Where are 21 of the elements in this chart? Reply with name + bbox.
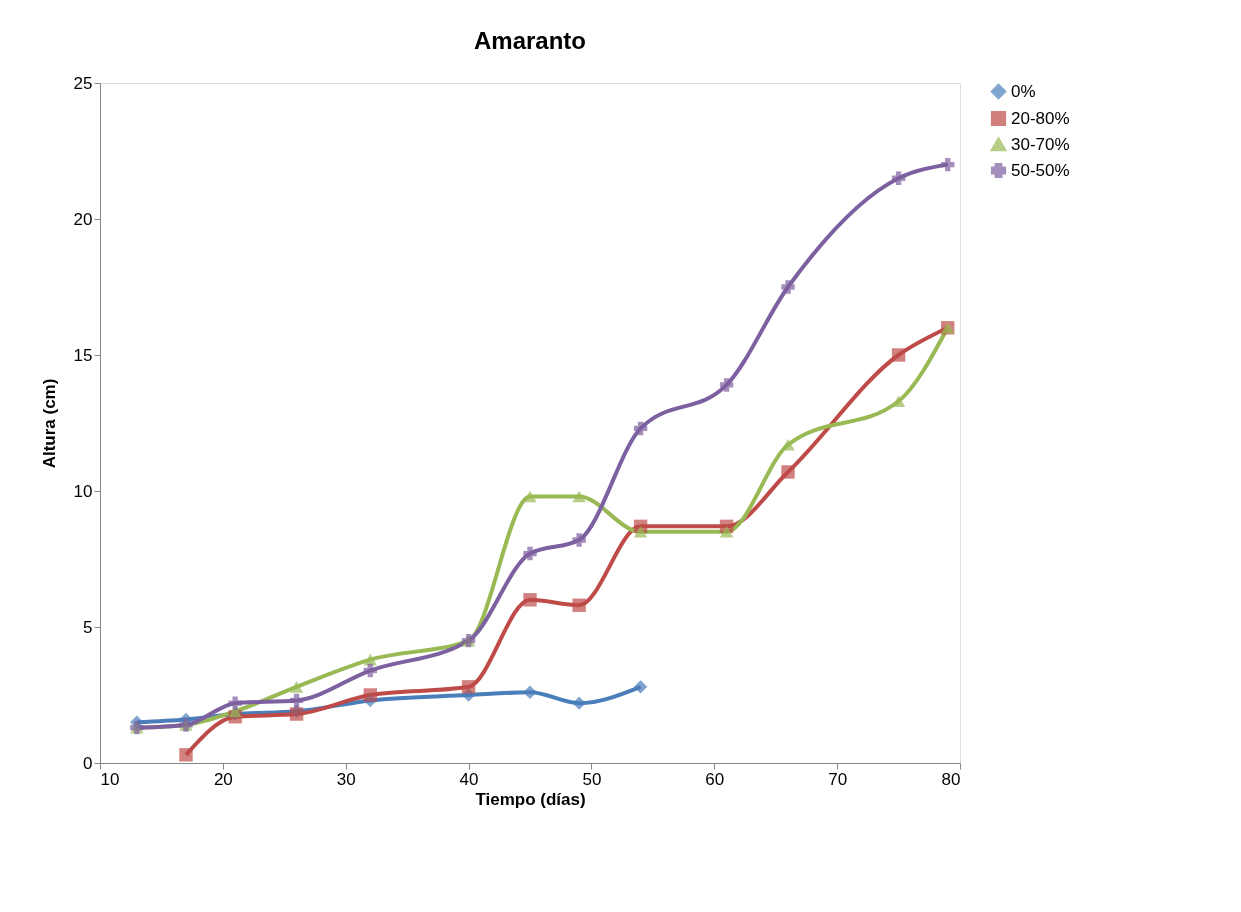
x-axis-title: Tiempo (días) <box>475 789 586 809</box>
y-tick-label: 10 <box>73 481 93 501</box>
chart-title: Amaranto <box>473 27 587 54</box>
x-tick-label: 50 <box>582 769 602 789</box>
x-tick-label: 60 <box>705 769 725 789</box>
y-tick-label: 15 <box>73 345 93 365</box>
y-axis-title: Altura (cm) <box>39 378 59 469</box>
legend-label: 50-50% <box>1011 160 1070 180</box>
x-tick-label: 70 <box>828 769 848 789</box>
x-tick-label: 40 <box>459 769 479 789</box>
y-tick-label: 5 <box>83 617 93 637</box>
x-tick-label: 10 <box>100 769 120 789</box>
legend-label: 0% <box>1011 81 1036 101</box>
x-tick-label: 30 <box>336 769 356 789</box>
legend-label: 20-80% <box>1011 108 1070 128</box>
x-tick-label: 80 <box>941 769 961 789</box>
y-tick-label: 25 <box>73 73 93 93</box>
legend-label: 30-70% <box>1011 134 1070 154</box>
y-tick-label: 20 <box>73 209 93 229</box>
x-tick-label: 20 <box>213 769 233 789</box>
y-tick-label: 0 <box>83 753 93 773</box>
